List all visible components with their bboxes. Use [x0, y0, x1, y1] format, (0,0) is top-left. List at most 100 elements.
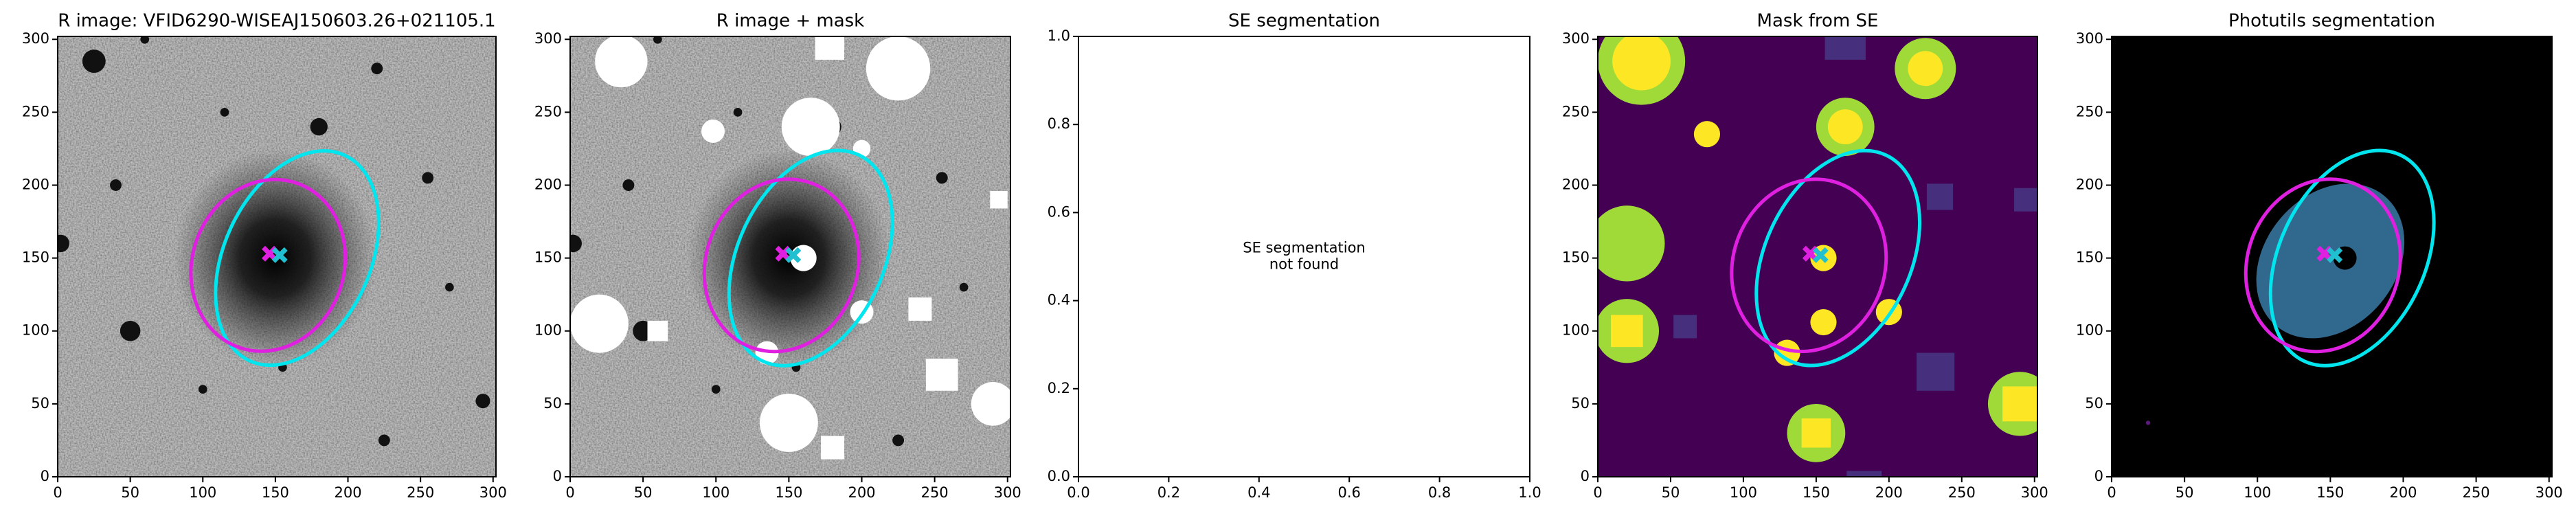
segment [1824, 36, 1866, 60]
star [475, 394, 490, 409]
y-tick-label: 50 [543, 395, 562, 412]
y-tick-label: 200 [2076, 176, 2103, 192]
segment [1801, 418, 1831, 448]
star [120, 320, 141, 341]
mask [990, 190, 1008, 209]
y-tick-label: 50 [31, 395, 49, 412]
marker [271, 247, 288, 263]
mask [925, 359, 958, 391]
x-tick-label: 200 [848, 484, 875, 501]
image-area [1598, 36, 2037, 477]
ellipse [2244, 177, 2402, 354]
mask [908, 297, 932, 321]
mask [647, 320, 668, 341]
y-tick-label: 200 [22, 176, 49, 192]
x-tick-label: 300 [994, 484, 1021, 501]
ellipse [2268, 148, 2436, 368]
x-tick-label: 0 [53, 484, 62, 501]
ellipse [702, 177, 861, 354]
image-area [58, 36, 496, 477]
x-tick-label: 100 [189, 484, 216, 501]
x-tick-label: 250 [407, 484, 434, 501]
y-tick-label: 0.2 [1048, 380, 1070, 396]
segment [1827, 109, 1863, 145]
y-tick-label: 250 [534, 103, 562, 120]
segment [2002, 386, 2037, 422]
axes-frame [2111, 36, 2553, 477]
y-tick-label: 50 [2085, 395, 2103, 412]
x-tick-label: 0.6 [1337, 484, 1360, 501]
star [622, 179, 635, 191]
x-tick-label: 250 [2463, 484, 2490, 501]
star [959, 282, 969, 292]
y-tick-label: 200 [534, 176, 562, 192]
star [422, 172, 434, 184]
axes-frame [569, 36, 1011, 477]
x-tick-label: 150 [1803, 484, 1830, 501]
star [892, 434, 905, 447]
x-tick-label: 150 [262, 484, 289, 501]
x-tick-label: 300 [2535, 484, 2563, 501]
segment [1908, 51, 1943, 87]
x-tick-label: 0 [565, 484, 574, 501]
y-tick-label: 300 [2076, 30, 2103, 47]
star [711, 385, 721, 394]
subplot-title: SE segmentation [1228, 11, 1380, 32]
y-tick-label: 100 [534, 322, 562, 339]
star [198, 385, 207, 394]
y-tick-label: 0 [2094, 468, 2103, 484]
segment [1693, 121, 1721, 148]
x-tick-label: 250 [921, 484, 949, 501]
star [140, 36, 150, 44]
segment [1611, 315, 1643, 348]
axes-frame [1597, 36, 2038, 477]
ellipse [1754, 148, 1922, 368]
y-tick-label: 0.8 [1048, 115, 1070, 132]
y-tick-label: 0.4 [1048, 292, 1070, 308]
x-tick-label: 150 [775, 484, 802, 501]
y-tick-label: 250 [22, 103, 49, 120]
x-tick-label: 300 [2021, 484, 2048, 501]
star [371, 63, 383, 75]
subplot-title: R image + mask [716, 11, 865, 32]
axes-frame [1078, 36, 1530, 477]
x-tick-label: 50 [1662, 484, 1680, 501]
x-tick-label: 150 [2316, 484, 2344, 501]
segment [1926, 183, 1954, 210]
y-tick-label: 0 [553, 468, 562, 484]
y-tick-label: 250 [2076, 103, 2103, 120]
x-tick-label: 300 [479, 484, 507, 501]
marker [2327, 247, 2343, 263]
annotation: not found [1269, 256, 1339, 273]
axes-frame [57, 36, 497, 477]
segment [1598, 205, 1665, 282]
y-tick-label: 150 [534, 249, 562, 266]
y-tick-label: 150 [1562, 249, 1590, 266]
marker [1812, 247, 1829, 263]
x-tick-label: 50 [121, 484, 139, 501]
x-tick-label: 0.8 [1428, 484, 1451, 501]
star [378, 434, 390, 447]
y-tick-label: 0 [41, 468, 49, 484]
x-tick-label: 0 [2107, 484, 2116, 501]
segment [1612, 36, 1671, 91]
star [220, 108, 229, 117]
subplot-title: R image: VFID6290-WISEAJ150603.26+021105… [58, 11, 495, 32]
x-tick-label: 100 [702, 484, 730, 501]
y-tick-label: 100 [1562, 322, 1590, 339]
y-tick-label: 300 [534, 30, 562, 47]
ellipse [1730, 177, 1888, 354]
y-tick-label: 100 [22, 322, 49, 339]
ellipse [727, 148, 894, 368]
star [733, 108, 743, 117]
subplot: 0 50 100 150 200 250 300 0 50 100 150 200 250 300 R im… [534, 11, 1021, 502]
x-tick-label: 200 [1875, 484, 1903, 501]
star [58, 234, 69, 253]
x-tick-label: 200 [2389, 484, 2417, 501]
y-tick-label: 0 [1581, 468, 1590, 484]
mask [759, 394, 818, 452]
segment [1810, 308, 1837, 336]
y-tick-label: 150 [2076, 249, 2103, 266]
